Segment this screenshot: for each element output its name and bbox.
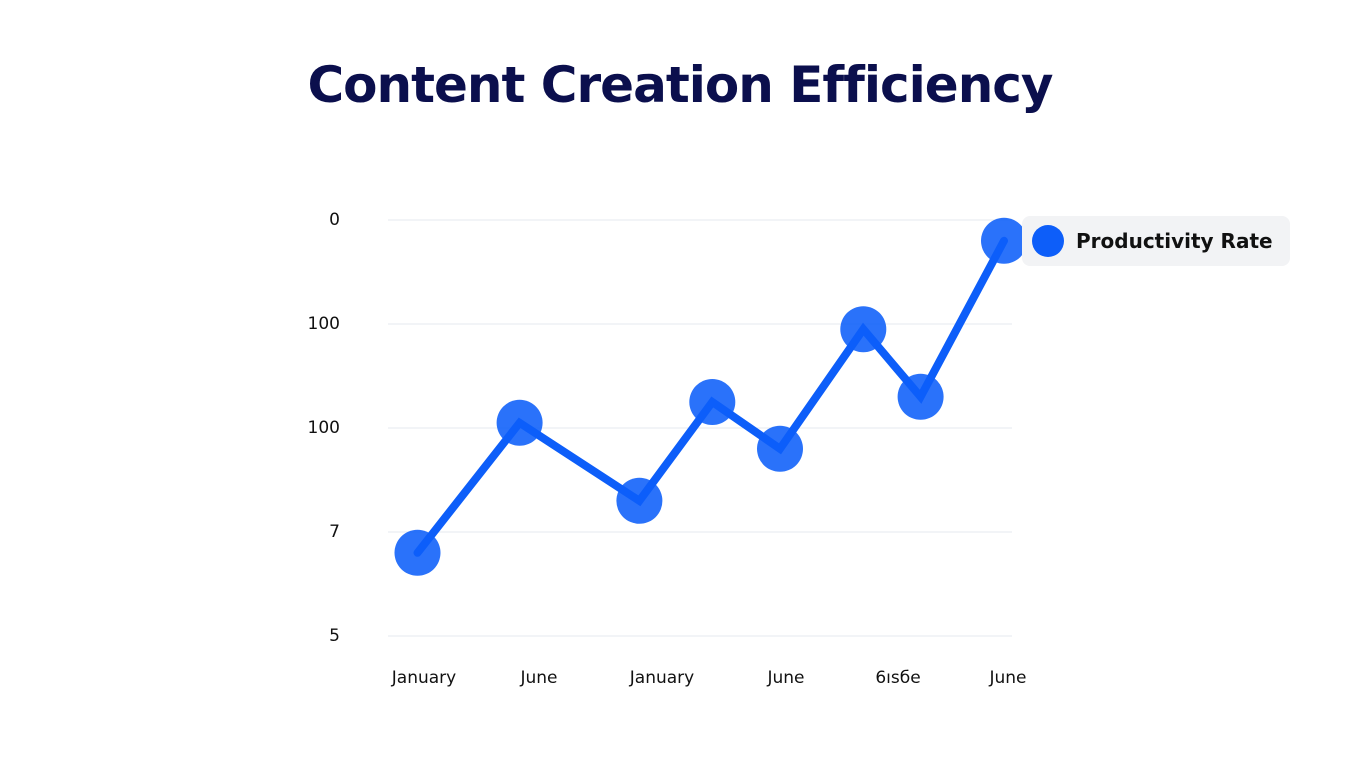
x-tick-label: 6ısбe — [875, 668, 920, 688]
x-tick-label: June — [519, 668, 557, 688]
x-axis-ticks: January June January June 6ısбe June — [391, 668, 1027, 688]
data-point — [757, 425, 803, 472]
y-tick-label: 100 — [308, 314, 340, 334]
x-tick-label: June — [766, 668, 804, 688]
y-axis-ticks: 0 100 100 7 5 — [308, 210, 340, 646]
data-point — [496, 399, 543, 446]
chart-title: Content Creation Efficiency — [307, 56, 1053, 114]
data-point — [394, 529, 441, 576]
y-tick-label: 100 — [308, 418, 340, 438]
x-tick-label: June — [988, 668, 1026, 688]
grid-lines — [388, 219, 1012, 637]
y-tick-label: 0 — [329, 210, 340, 230]
legend-swatch-productivity-rate — [1032, 225, 1064, 257]
series-productivity-rate — [394, 217, 1027, 576]
data-point — [981, 217, 1027, 264]
legend-label-productivity-rate: Productivity Rate — [1076, 229, 1273, 253]
legend: Productivity Rate — [1022, 216, 1290, 266]
y-tick-label: 5 — [329, 626, 340, 646]
data-point — [840, 306, 887, 353]
y-tick-label: 7 — [329, 522, 340, 542]
x-tick-label: January — [391, 668, 456, 688]
data-point — [897, 373, 944, 420]
data-point — [616, 477, 663, 524]
data-point — [689, 379, 736, 425]
x-tick-label: January — [629, 668, 694, 688]
